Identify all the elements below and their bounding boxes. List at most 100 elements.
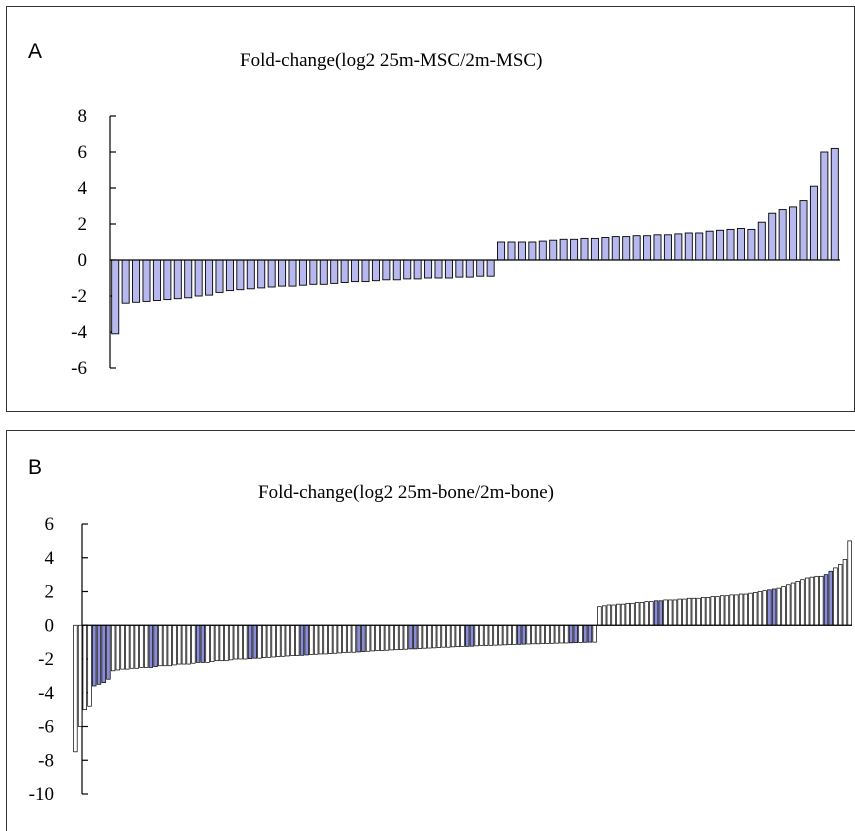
chart-a-bar — [747, 228, 756, 261]
chart-b-bar — [328, 624, 333, 654]
chart-b-y-tick-label: -10 — [29, 784, 54, 805]
chart-b-y-tick-label: 4 — [45, 548, 55, 569]
chart-b-bar — [384, 624, 390, 651]
chart-b-bar — [356, 624, 361, 653]
chart-a-bar — [830, 147, 839, 261]
chart-a-y-tick-label: 4 — [78, 178, 88, 199]
chart-a-bar — [267, 259, 276, 288]
chart-b-bar — [172, 624, 177, 666]
chart-b-bar — [148, 624, 154, 668]
chart-b-bar — [139, 624, 144, 668]
chart-b-bar — [838, 564, 843, 626]
chart-b-bar — [342, 624, 347, 653]
chart-b-bar — [375, 624, 380, 651]
chart-b-bar — [507, 624, 512, 646]
panel-b-label: B — [28, 456, 43, 479]
chart-a-y-tick-label: -6 — [71, 358, 87, 379]
chart-a-y-tick-label: 6 — [78, 142, 88, 163]
chart-b-bar — [280, 624, 286, 657]
panel-a-label: A — [28, 40, 43, 63]
chart-b-bar — [380, 624, 385, 651]
chart-a-bar — [173, 259, 182, 300]
chart-b-bar — [719, 595, 725, 626]
chart-a-bar — [528, 241, 537, 261]
chart-b-bar — [587, 624, 593, 643]
chart-b-bar — [705, 597, 711, 626]
chart-b-bar — [299, 624, 305, 656]
chart-b-bar — [285, 624, 291, 657]
chart-a-bar — [632, 235, 641, 261]
chart-b-bar — [606, 604, 612, 626]
chart-a-bar — [225, 259, 234, 292]
chart-b-bar — [413, 624, 418, 650]
chart-a-bar — [111, 259, 120, 335]
chart-b-bar — [663, 599, 668, 626]
chart-b-bar — [809, 576, 815, 626]
chart-a-bar — [768, 212, 777, 261]
chart-b-bar — [455, 624, 460, 648]
chart-b-bar — [332, 624, 338, 654]
chart-b-bar — [252, 624, 257, 659]
chart-a-bar — [820, 151, 829, 261]
chart-b-bar — [469, 624, 475, 647]
chart-b-bar — [266, 624, 272, 658]
chart-b-bar — [474, 624, 479, 647]
chart-b-bar — [564, 624, 569, 644]
chart-b-bar — [262, 624, 267, 659]
chart-b-bar — [483, 624, 489, 646]
chart-b-bar — [313, 624, 319, 655]
chart-a-bar — [444, 259, 453, 279]
chart-b-bar — [512, 624, 517, 645]
chart-b-bar — [228, 624, 234, 661]
chart-a-bar — [622, 236, 631, 261]
chart-b-bar — [535, 624, 541, 645]
chart-b-bar — [771, 588, 777, 626]
chart-a-bar — [611, 236, 620, 261]
chart-b-bar — [526, 624, 531, 645]
chart-b-bar — [729, 594, 734, 626]
chart-b-bar — [625, 602, 630, 626]
chart-b-bar — [601, 605, 607, 626]
chart-b-bar — [465, 624, 470, 647]
chart-a-bar — [559, 238, 568, 261]
chart-b-bar — [786, 584, 791, 626]
chart-a-bar — [382, 259, 391, 281]
chart-b-y-tick-label: 0 — [45, 615, 55, 636]
chart-a-bar — [163, 259, 172, 301]
chart-a-bar — [663, 234, 672, 261]
chart-b-bar — [559, 624, 564, 644]
chart-b-bar — [691, 597, 697, 626]
chart-b-y-tick-label: -4 — [38, 683, 54, 704]
chart-b-bar — [531, 624, 536, 645]
chart-a-bar — [413, 259, 422, 280]
chart-b-bar — [186, 624, 191, 665]
chart-a-bar — [236, 259, 245, 291]
chart-a-bar — [653, 234, 662, 261]
chart-b-bar — [611, 604, 616, 626]
chart-a-bar — [538, 240, 547, 261]
chart-a-bar — [288, 259, 297, 287]
chart-b-bar — [639, 602, 645, 626]
chart-a-bar — [497, 241, 506, 261]
chart-b-bar — [82, 624, 87, 710]
chart-b-bar — [682, 598, 687, 626]
chart-a-bar — [319, 259, 328, 285]
chart-b-bar — [446, 624, 451, 648]
chart-b-bar — [715, 596, 720, 626]
chart-b-bar — [677, 598, 682, 626]
chart-b-bar — [762, 590, 767, 626]
chart-b-bar — [347, 624, 352, 653]
chart-b-bar — [658, 600, 663, 626]
chart-b-bar — [323, 624, 328, 655]
chart-b-bar — [129, 624, 135, 669]
chart-b-bar — [686, 597, 692, 626]
chart-b-y-tick-label: -6 — [38, 717, 54, 738]
chart-b-bar — [120, 624, 125, 670]
chart-b-bar — [800, 579, 805, 626]
chart-b-bar — [233, 624, 239, 660]
chart-b-bar — [417, 624, 423, 649]
chart-b-bar — [757, 591, 763, 626]
chart-b-bar — [181, 624, 187, 665]
chart-a-bar — [809, 185, 818, 261]
